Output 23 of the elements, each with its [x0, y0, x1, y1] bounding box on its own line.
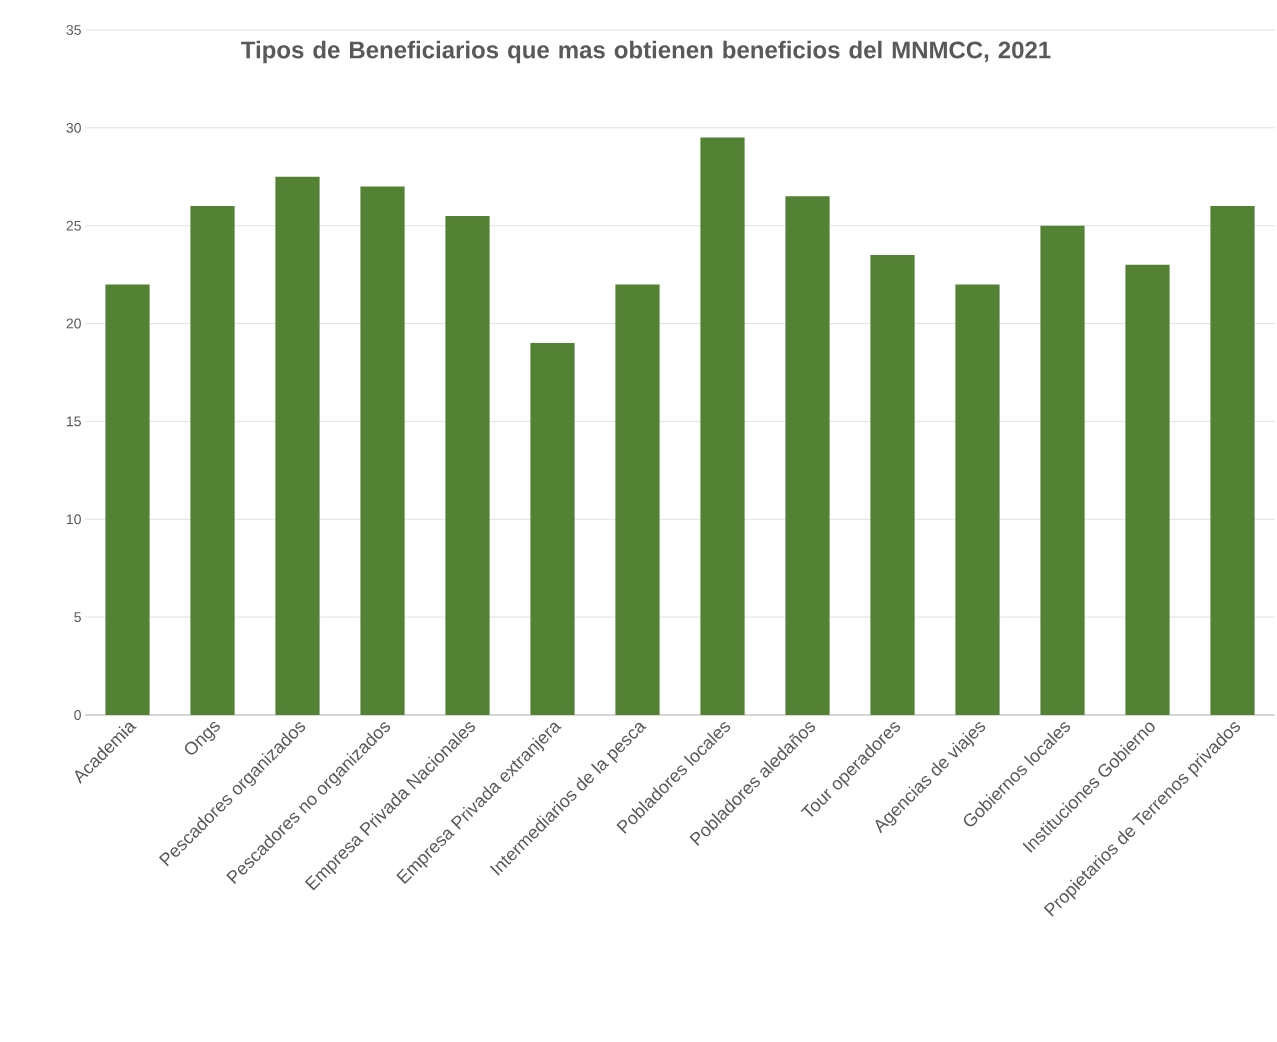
y-tick-label: 20: [66, 318, 81, 329]
y-tick-label: 35: [66, 25, 81, 35]
y-tick-label: 0: [74, 710, 81, 720]
bar: [615, 284, 660, 715]
bar: [1125, 264, 1170, 715]
bar: [785, 196, 830, 715]
y-tick-label: 30: [66, 122, 81, 133]
bar: [190, 206, 235, 715]
bar: [955, 284, 1000, 715]
bar: [275, 176, 320, 715]
bar: [530, 343, 575, 715]
bar: [1040, 225, 1085, 715]
bar: [1210, 206, 1255, 715]
y-tick-label: 25: [66, 220, 81, 231]
bar: [870, 255, 915, 715]
bar: [700, 137, 745, 715]
bar: [445, 215, 490, 715]
y-tick-label: 5: [74, 612, 81, 623]
bar: [105, 284, 150, 715]
y-tick-label: 10: [66, 514, 81, 525]
bar: [360, 186, 405, 715]
chart-title: Tipos de Beneficiarios que mas obtienen beneficios del MNMCC, 2021: [241, 40, 1051, 64]
y-tick-label: 15: [66, 416, 81, 427]
